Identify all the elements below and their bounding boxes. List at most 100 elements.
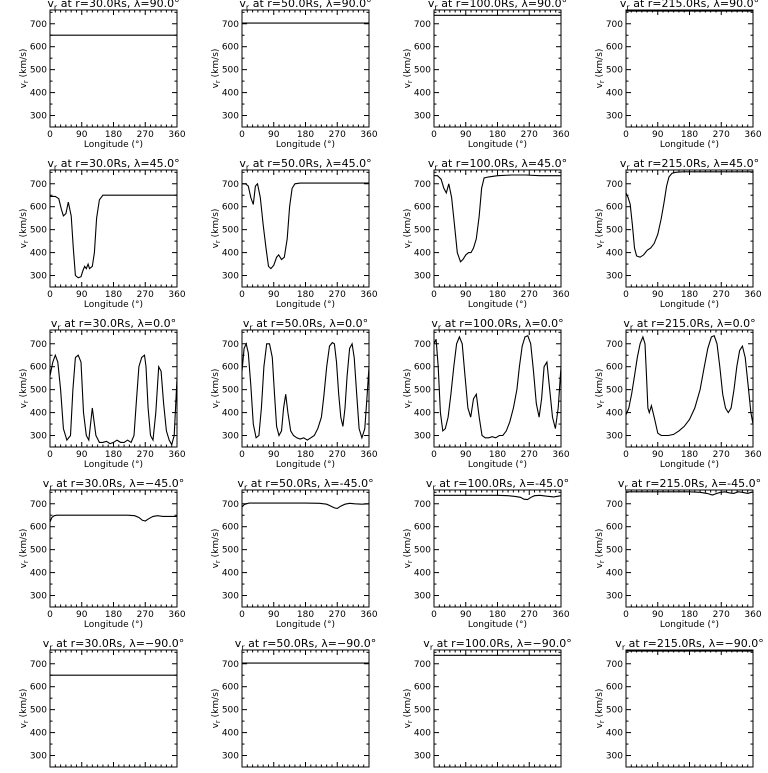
y-tick-label: 500 bbox=[30, 66, 47, 76]
panel-title: vr at r=215.0Rs, λ=45.0° bbox=[620, 157, 759, 172]
y-tick-label: 400 bbox=[414, 249, 431, 259]
x-tick-label: 90 bbox=[76, 610, 88, 620]
y-tick-label: 400 bbox=[30, 249, 47, 259]
series-line bbox=[50, 194, 177, 279]
x-tick-label: 360 bbox=[168, 290, 185, 300]
x-tick-label: 90 bbox=[76, 450, 88, 460]
y-axis-label: vr (km/s) bbox=[595, 369, 606, 409]
x-tick-label: 90 bbox=[652, 450, 664, 460]
panel-title: vr at r=30.0Rs, λ=90.0° bbox=[47, 0, 179, 12]
x-axis-label: Longitude (°) bbox=[276, 620, 335, 630]
panel: vr at r=30.0Rs, λ=−45.0° 0 90 180 270 360 300 4… bbox=[19, 477, 186, 630]
y-tick-label: 700 bbox=[414, 340, 431, 350]
plot-frame bbox=[49, 169, 178, 288]
y-tick-label: 400 bbox=[222, 729, 239, 739]
y-tick-label: 600 bbox=[606, 203, 623, 213]
plot-frame bbox=[241, 649, 370, 768]
panel-title: vr at r=100.0Rs, λ=-45.0° bbox=[426, 477, 569, 492]
y-tick-label: 300 bbox=[606, 592, 623, 602]
x-axis-label: Longitude (°) bbox=[468, 140, 527, 150]
series-line bbox=[49, 353, 178, 447]
series-line bbox=[242, 182, 369, 270]
x-tick-label: 270 bbox=[137, 610, 154, 620]
y-tick-label: 300 bbox=[414, 592, 431, 602]
x-tick-label: 270 bbox=[521, 290, 538, 300]
x-axis-label: Longitude (°) bbox=[276, 140, 335, 150]
plot-frame bbox=[625, 169, 754, 288]
plot-frame bbox=[433, 649, 562, 768]
x-axis-label: Longitude (°) bbox=[84, 620, 143, 630]
panel-title: vr at r=215.0Rs, λ=-45.0° bbox=[618, 477, 761, 492]
x-tick-label: 360 bbox=[744, 610, 761, 620]
plot-frame bbox=[433, 9, 562, 128]
plot-frame bbox=[625, 9, 754, 128]
x-tick-label: 180 bbox=[681, 610, 698, 620]
plot-frame bbox=[241, 489, 370, 608]
y-tick-label: 700 bbox=[30, 660, 47, 670]
y-tick-label: 300 bbox=[414, 752, 431, 762]
y-axis-label: vr (km/s) bbox=[19, 369, 30, 409]
panel-title: vr at r=215.0Rs, λ=90.0° bbox=[620, 0, 759, 12]
panel-title: vr at r=30.0Rs, λ=0.0° bbox=[51, 317, 176, 332]
x-axis-label: Longitude (°) bbox=[660, 300, 719, 310]
x-tick-label: 180 bbox=[105, 610, 122, 620]
x-tick-label: 180 bbox=[681, 130, 698, 140]
panel: vr at r=30.0Rs, λ=−90.0°0901802703603004… bbox=[19, 637, 186, 773]
y-tick-label: 400 bbox=[414, 569, 431, 579]
x-tick-label: 360 bbox=[360, 610, 377, 620]
panel-title: vr at r=50.0Rs, λ=-45.0° bbox=[237, 477, 373, 492]
x-tick-label: 0 bbox=[239, 450, 245, 460]
x-tick-label: 0 bbox=[431, 610, 437, 620]
plot-frame bbox=[241, 9, 370, 128]
y-tick-label: 500 bbox=[30, 226, 47, 236]
y-tick-label: 700 bbox=[606, 340, 623, 350]
x-axis-label: Longitude (°) bbox=[468, 460, 527, 470]
y-tick-label: 500 bbox=[30, 386, 47, 396]
x-tick-label: 90 bbox=[268, 610, 280, 620]
x-tick-label: 360 bbox=[744, 130, 761, 140]
y-tick-label: 300 bbox=[30, 272, 47, 282]
y-tick-label: 500 bbox=[414, 386, 431, 396]
x-tick-label: 360 bbox=[360, 130, 377, 140]
x-tick-label: 180 bbox=[489, 290, 506, 300]
series-line bbox=[434, 494, 562, 501]
panel: vr at r=50.0Rs, λ=−90.0°0901802703603004… bbox=[211, 637, 378, 773]
y-tick-label: 400 bbox=[30, 729, 47, 739]
x-tick-label: 360 bbox=[744, 450, 761, 460]
panel-title: vr at r=30.0Rs, λ=−90.0° bbox=[43, 637, 184, 652]
panel-title: vr at r=215.0Rs, λ=−90.0° bbox=[615, 637, 763, 652]
y-axis-label: vr (km/s) bbox=[403, 209, 414, 249]
y-axis-label: vr (km/s) bbox=[403, 689, 414, 729]
plot-frame bbox=[241, 169, 370, 288]
y-axis-label: vr (km/s) bbox=[211, 209, 222, 249]
y-tick-label: 400 bbox=[606, 409, 623, 419]
y-tick-label: 600 bbox=[222, 43, 239, 53]
y-axis-label: vr (km/s) bbox=[211, 689, 222, 729]
panel: vr at r=50.0Rs, λ=90.0° 0 90 180 270 360 300 40… bbox=[211, 0, 378, 150]
x-tick-label: 90 bbox=[652, 610, 664, 620]
x-axis-label: Longitude (°) bbox=[84, 140, 143, 150]
y-tick-label: 400 bbox=[30, 89, 47, 99]
panel: vr at r=215.0Rs, λ=−90.0°090180270360300… bbox=[595, 637, 764, 773]
series-line bbox=[49, 514, 177, 523]
y-tick-label: 500 bbox=[222, 386, 239, 396]
series-line bbox=[241, 341, 370, 441]
y-tick-label: 300 bbox=[414, 112, 431, 122]
y-axis-label: vr (km/s) bbox=[19, 529, 30, 569]
panel-title: vr at r=215.0Rs, λ=0.0° bbox=[623, 317, 755, 332]
plot-frame bbox=[49, 649, 178, 768]
y-tick-label: 400 bbox=[606, 89, 623, 99]
y-tick-label: 500 bbox=[414, 546, 431, 556]
x-tick-label: 270 bbox=[329, 290, 346, 300]
y-tick-label: 400 bbox=[606, 249, 623, 259]
plot-frame bbox=[625, 489, 754, 608]
y-tick-label: 300 bbox=[606, 112, 623, 122]
y-tick-label: 700 bbox=[222, 500, 239, 510]
x-tick-label: 0 bbox=[431, 290, 437, 300]
x-tick-label: 360 bbox=[360, 290, 377, 300]
panel: vr at r=100.0Rs, λ=0.0° 0 90 180 270 360 300 40… bbox=[403, 317, 570, 470]
y-tick-label: 500 bbox=[606, 706, 623, 716]
y-tick-label: 600 bbox=[414, 523, 431, 533]
x-tick-label: 270 bbox=[137, 290, 154, 300]
